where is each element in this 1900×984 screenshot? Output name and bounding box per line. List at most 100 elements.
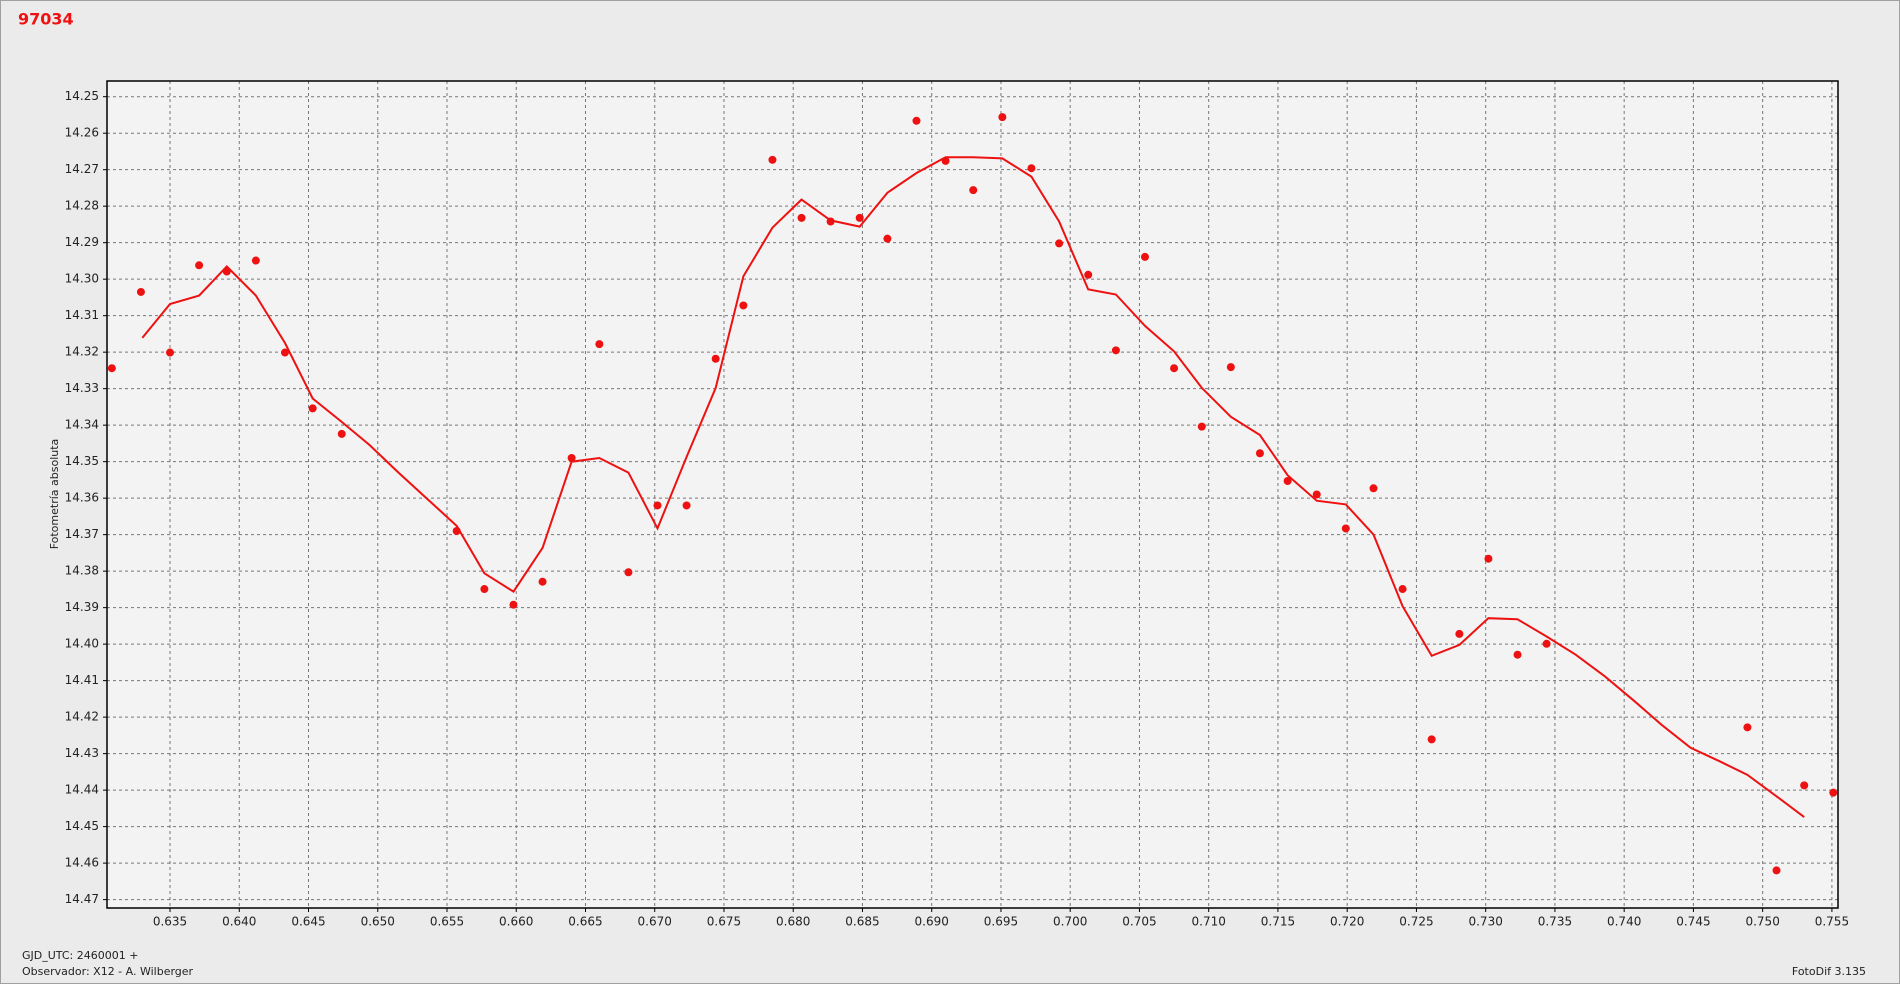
data-point xyxy=(107,364,116,373)
x-tick-label: 0.700 xyxy=(1053,915,1087,929)
data-point xyxy=(1829,788,1838,797)
data-point xyxy=(595,340,604,349)
data-point xyxy=(1140,252,1149,261)
data-point xyxy=(308,404,317,413)
y-tick-label: 14.34 xyxy=(65,418,99,432)
y-tick-label: 14.26 xyxy=(65,126,99,140)
y-tick-label: 14.33 xyxy=(65,381,99,395)
footer-observer: Observador: X12 - A. Wilberger xyxy=(22,965,194,978)
data-point xyxy=(567,454,576,463)
x-tick-label: 0.715 xyxy=(1261,915,1295,929)
data-point xyxy=(1800,781,1809,790)
data-point xyxy=(538,577,547,586)
x-tick-label: 0.730 xyxy=(1468,915,1502,929)
y-tick-label: 14.41 xyxy=(65,673,99,687)
x-tick-label: 0.635 xyxy=(153,915,187,929)
y-tick-label: 14.43 xyxy=(65,746,99,760)
y-tick-label: 14.32 xyxy=(65,345,99,359)
data-point xyxy=(1743,723,1752,732)
data-point xyxy=(682,501,691,510)
trend-line xyxy=(141,156,1805,818)
y-tick-label: 14.27 xyxy=(65,162,99,176)
data-point xyxy=(912,116,921,125)
data-point xyxy=(653,501,662,510)
x-tick-label: 0.670 xyxy=(638,915,672,929)
data-point xyxy=(136,287,145,296)
data-point xyxy=(883,234,892,243)
x-tick-label: 0.665 xyxy=(568,915,602,929)
data-point xyxy=(1226,363,1235,372)
data-point xyxy=(1111,346,1120,355)
data-point xyxy=(1084,270,1093,279)
x-tick-label: 0.650 xyxy=(361,915,395,929)
data-point xyxy=(1341,524,1350,533)
data-point xyxy=(768,155,777,164)
x-tick-label: 0.640 xyxy=(222,915,256,929)
data-point xyxy=(1772,866,1781,875)
data-point xyxy=(1427,735,1436,744)
data-point xyxy=(1369,484,1378,493)
data-point xyxy=(1055,239,1064,248)
data-point xyxy=(1513,650,1522,659)
x-tick-label: 0.705 xyxy=(1122,915,1156,929)
data-point xyxy=(337,429,346,438)
y-axis-label: Fotometría absoluta xyxy=(48,439,61,550)
y-tick-label: 14.31 xyxy=(65,308,99,322)
x-tick-label: 0.675 xyxy=(707,915,741,929)
data-point xyxy=(998,113,1007,122)
y-tick-label: 14.38 xyxy=(65,564,99,578)
y-tick-label: 14.35 xyxy=(65,454,99,468)
data-point xyxy=(1197,422,1206,431)
data-point xyxy=(1170,364,1179,373)
y-tick-label: 14.36 xyxy=(65,491,99,505)
data-point xyxy=(280,348,289,357)
version-label: FotoDif 3.135 xyxy=(1792,965,1866,978)
data-point xyxy=(1484,554,1493,563)
chart-title: 97034 xyxy=(18,10,74,29)
y-tick-label: 14.37 xyxy=(65,527,99,541)
data-point xyxy=(1283,476,1292,485)
data-point xyxy=(1255,449,1264,458)
data-point xyxy=(195,261,204,270)
x-tick-label: 0.690 xyxy=(915,915,949,929)
plot-border xyxy=(106,80,1839,909)
footer-date: GJD_UTC: 2460001 + xyxy=(22,949,138,962)
y-tick-label: 14.45 xyxy=(65,819,99,833)
data-point xyxy=(251,256,260,265)
x-tick-label: 0.740 xyxy=(1607,915,1641,929)
y-tick-label: 14.28 xyxy=(65,199,99,213)
x-tick-label: 0.685 xyxy=(845,915,879,929)
x-tick-label: 0.755 xyxy=(1815,915,1849,929)
data-point xyxy=(1398,585,1407,594)
y-tick-label: 14.47 xyxy=(65,892,99,906)
data-point xyxy=(1027,164,1036,173)
x-tick-label: 0.725 xyxy=(1399,915,1433,929)
data-point xyxy=(509,600,518,609)
y-tick-label: 14.42 xyxy=(65,710,99,724)
data-point xyxy=(480,585,489,594)
x-tick-label: 0.710 xyxy=(1192,915,1226,929)
x-tick-label: 0.750 xyxy=(1745,915,1779,929)
y-tick-label: 14.25 xyxy=(65,89,99,103)
x-tick-label: 0.645 xyxy=(291,915,325,929)
x-tick-label: 0.655 xyxy=(430,915,464,929)
plot-area xyxy=(107,81,1838,908)
y-tick-label: 14.40 xyxy=(65,637,99,651)
data-point xyxy=(739,301,748,310)
x-tick-label: 0.660 xyxy=(499,915,533,929)
data-point xyxy=(969,186,978,195)
y-tick-label: 14.29 xyxy=(65,235,99,249)
data-point xyxy=(1455,629,1464,638)
data-point xyxy=(711,354,720,363)
y-tick-label: 14.39 xyxy=(65,600,99,614)
x-tick-label: 0.720 xyxy=(1330,915,1364,929)
y-tick-label: 14.30 xyxy=(65,272,99,286)
x-tick-label: 0.735 xyxy=(1538,915,1572,929)
x-tick-label: 0.745 xyxy=(1676,915,1710,929)
data-point xyxy=(797,213,806,222)
y-tick-label: 14.46 xyxy=(65,856,99,870)
data-point xyxy=(1542,639,1551,648)
data-point xyxy=(855,213,864,222)
